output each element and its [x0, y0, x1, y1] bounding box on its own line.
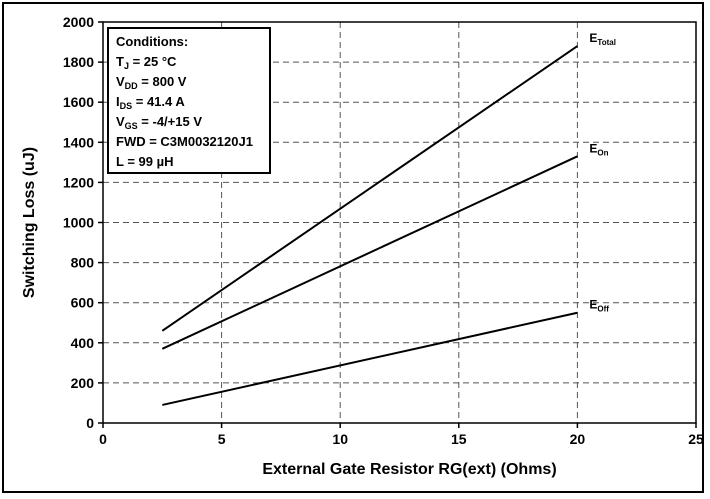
series-label-off: EOff: [589, 298, 609, 314]
x-axis-ticks: 0 5 10 15 20 25: [99, 423, 704, 447]
y-tick-label: 2000: [63, 14, 94, 30]
series-line-on: [161, 155, 578, 350]
series-label-on: EOn: [589, 141, 608, 157]
y-tick-label: 1600: [63, 94, 94, 110]
y-tick-label: 800: [71, 255, 95, 271]
series-line-off: [162, 311, 578, 406]
series-lines: [161, 45, 578, 406]
series-label-total: ETotal: [589, 31, 616, 47]
x-tick-label: 15: [451, 431, 467, 447]
series-labels: ETotal EOn EOff: [589, 31, 616, 314]
y-tick-label: 0: [86, 415, 94, 431]
y-tick-label: 1200: [63, 174, 94, 190]
y-tick-label: 600: [71, 295, 95, 311]
x-tick-label: 0: [99, 431, 107, 447]
x-tick-label: 25: [688, 431, 704, 447]
condition-line: VGS = -4/+15 V: [116, 114, 202, 131]
y-tick-label: 200: [71, 375, 95, 391]
condition-line: FWD = C3M0032120J1: [116, 134, 253, 149]
condition-line: TJ = 25 °C: [116, 54, 177, 71]
x-tick-label: 10: [332, 431, 348, 447]
y-tick-label: 400: [71, 335, 95, 351]
y-tick-label: 1800: [63, 54, 94, 70]
y-tick-label: 1400: [63, 134, 94, 150]
x-tick-label: 5: [218, 431, 226, 447]
series-line-total: [161, 45, 578, 332]
x-axis-title: External Gate Resistor RG(ext) (Ohms): [262, 461, 556, 478]
conditions-box-border: [107, 27, 271, 174]
x-tick-label: 20: [570, 431, 586, 447]
condition-line: IDS = 41.4 A: [116, 94, 185, 111]
grid: [103, 22, 696, 423]
condition-line: L = 99 µH: [116, 154, 173, 169]
y-axis-ticks: 0 200 400 600 800 1000 1200 1400 1600 1800 2000: [63, 14, 103, 431]
y-axis-title: Switching Loss (uJ): [21, 147, 38, 298]
conditions-title: Conditions:: [116, 34, 188, 49]
y-tick-label: 1000: [63, 215, 94, 231]
